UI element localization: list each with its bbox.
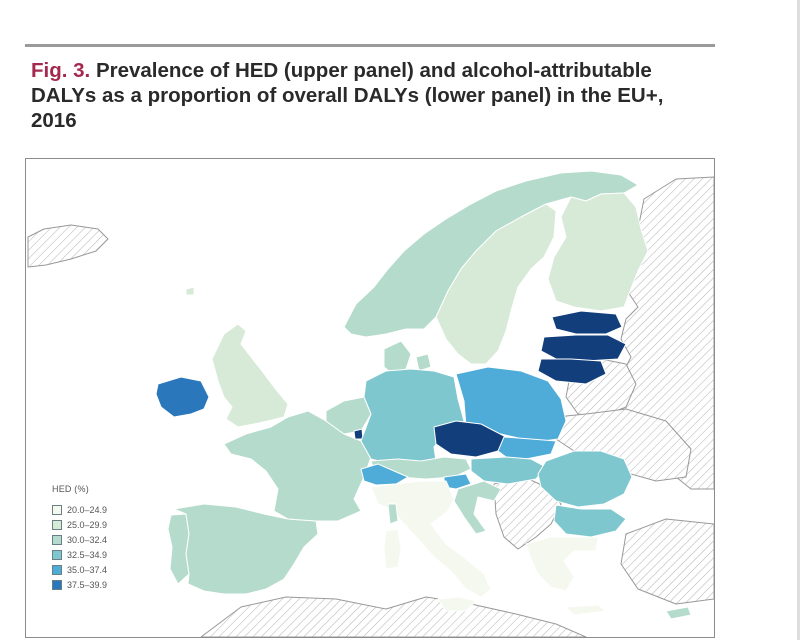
figure-title-text: Prevalence of HED (upper panel) and alco… bbox=[31, 59, 664, 132]
legend-label: 35.0–37.4 bbox=[67, 564, 108, 575]
hungary-region bbox=[470, 456, 547, 485]
faroe-islands-region bbox=[185, 286, 195, 296]
sardinia-region bbox=[383, 528, 402, 570]
legend-swatch bbox=[52, 564, 62, 575]
legend-swatch bbox=[52, 519, 62, 530]
map-frame bbox=[25, 158, 715, 638]
cyprus-region bbox=[665, 606, 692, 620]
legend-swatch bbox=[52, 504, 62, 515]
lithuania-region bbox=[537, 358, 607, 385]
united-kingdom-region bbox=[211, 323, 289, 428]
legend-swatch bbox=[52, 579, 62, 590]
legend-item: 35.0–37.4 bbox=[52, 562, 107, 577]
luxembourg-region bbox=[353, 428, 364, 440]
italy-region bbox=[370, 480, 492, 598]
legend-label: 37.5–39.9 bbox=[67, 579, 108, 590]
crete-region bbox=[565, 604, 607, 616]
legend-item: 25.0–29.9 bbox=[52, 517, 107, 532]
spain-region bbox=[173, 503, 319, 595]
estonia-region bbox=[551, 310, 623, 335]
sweden-region bbox=[435, 203, 557, 365]
legend-item: 32.5–34.9 bbox=[52, 547, 107, 562]
legend-item: 20.0–24.9 bbox=[52, 502, 107, 517]
finland-region bbox=[547, 192, 649, 312]
legend-label: 30.0–32.4 bbox=[67, 534, 108, 545]
greenland-region bbox=[27, 224, 109, 268]
croatia-region bbox=[453, 480, 502, 535]
slovakia-region bbox=[497, 436, 557, 460]
figure-label: Fig. 3. bbox=[31, 59, 91, 82]
turkey-region bbox=[620, 518, 714, 605]
latvia-region bbox=[540, 334, 627, 362]
legend-swatch bbox=[52, 534, 62, 545]
benelux-region bbox=[325, 396, 372, 435]
legend-swatch bbox=[52, 549, 62, 560]
portugal-region bbox=[167, 513, 190, 585]
switzerland-region bbox=[360, 463, 409, 486]
figure-title: Fig. 3. Prevalence of HED (upper panel) … bbox=[31, 58, 711, 133]
corsica-region bbox=[387, 503, 399, 525]
legend-title: HED (%) bbox=[52, 484, 89, 494]
legend-label: 25.0–29.9 bbox=[67, 519, 108, 530]
legend-label: 32.5–34.9 bbox=[67, 549, 108, 560]
legend-label: 20.0–24.9 bbox=[67, 504, 108, 515]
ireland-region bbox=[155, 376, 210, 418]
top-rule bbox=[25, 44, 715, 47]
europe-map bbox=[27, 170, 714, 637]
romania-region bbox=[537, 450, 633, 508]
north-africa-region bbox=[200, 596, 587, 637]
bulgaria-region bbox=[553, 504, 627, 538]
legend-item: 30.0–32.4 bbox=[52, 532, 107, 547]
sicily-region bbox=[437, 596, 477, 612]
right-edge-strip bbox=[797, 0, 800, 640]
map-legend: HED (%) 20.0–24.9 25.0–29.9 30.0–32.4 32… bbox=[52, 484, 107, 592]
france-region bbox=[223, 410, 372, 522]
balkans-region bbox=[493, 476, 562, 550]
greece-region bbox=[525, 536, 599, 592]
legend-item: 37.5–39.9 bbox=[52, 577, 107, 592]
